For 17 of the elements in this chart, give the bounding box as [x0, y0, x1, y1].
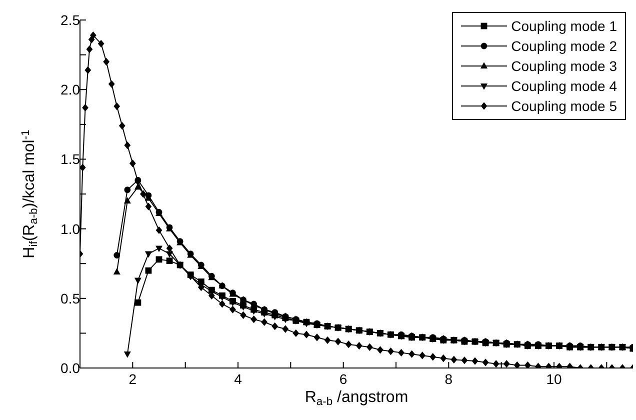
x-tick-label: 2: [128, 371, 137, 387]
y-tick-label: 2.5: [60, 12, 80, 28]
y-tick-label: 2.0: [60, 82, 80, 98]
y-tick-label: 1.0: [60, 220, 80, 237]
legend-label: Coupling mode 2: [511, 38, 617, 54]
y-tick-label: 0.0: [60, 360, 80, 376]
x-axis-title: R$_{a-b}$ /angstrom: [304, 389, 408, 408]
legend-label: Coupling mode 5: [511, 98, 617, 114]
y-tick-label: 0.5: [60, 290, 80, 306]
x-tick-label: 4: [234, 371, 242, 387]
legend-label: Coupling mode 4: [511, 78, 617, 94]
x-tick-label: 6: [339, 371, 348, 387]
legend-label: Coupling mode 1: [511, 18, 617, 34]
legend-label: Coupling mode 3: [511, 58, 617, 74]
y-tick-label: 1.5: [60, 151, 80, 168]
x-tick-label: 8: [444, 371, 453, 387]
x-tick-label: 10: [546, 371, 562, 387]
